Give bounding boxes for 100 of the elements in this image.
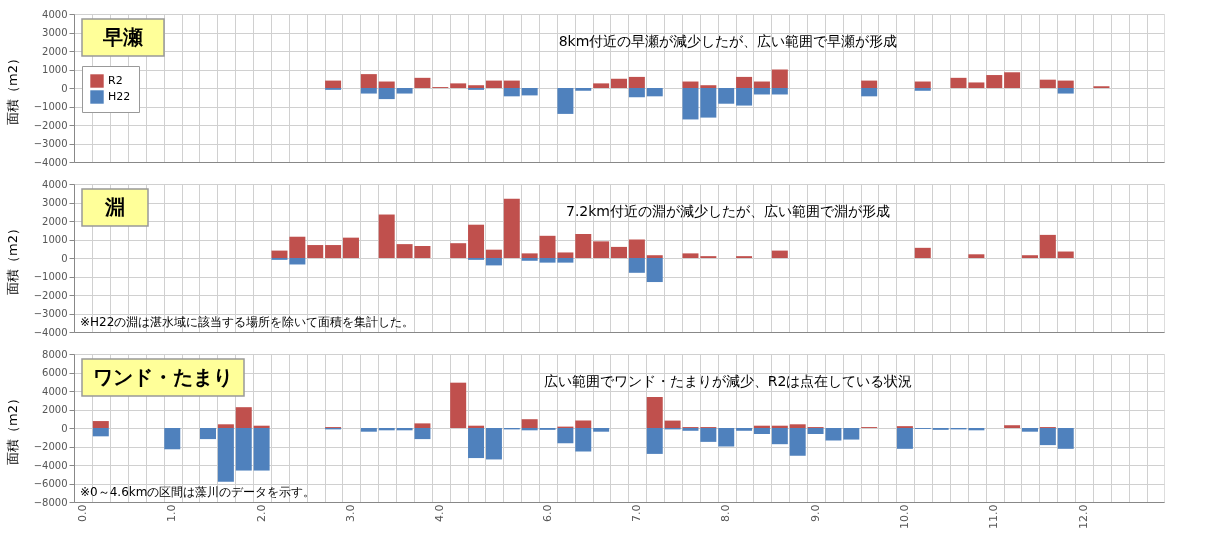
bar [485,428,502,460]
annotation: ※0～4.6kmの区間は藻川のデータを示す。 [80,485,316,499]
bar [646,255,663,258]
bar [325,245,342,258]
bar [593,83,610,88]
bar [235,407,252,428]
bar [611,78,627,88]
bar [789,428,806,456]
bar [92,428,109,437]
bar [736,88,753,106]
bar [843,428,860,440]
bar [700,88,717,118]
y-tick-label: −1000 [33,271,68,282]
x-tick-label: 9.0 [808,504,822,522]
bar [771,428,788,445]
y-tick-label: 0 [61,82,68,94]
bar [217,428,234,482]
bar [164,428,181,450]
x-tick-label: 6.0 [540,504,554,522]
bar [575,420,592,428]
bar [378,88,395,100]
bar [611,246,627,258]
bar [468,428,485,459]
bar [628,88,645,98]
bar [914,247,931,258]
bar [861,88,878,97]
bar [646,88,663,97]
y-tick-label: 4000 [42,178,68,190]
bar [914,81,931,88]
bar [1057,428,1074,449]
bar [753,428,770,435]
bar [325,80,342,88]
x-tick-label: 12.0 [1076,504,1090,529]
bar [503,88,520,97]
bar [485,258,502,266]
legend-label: R2 [108,74,123,87]
bar [289,236,306,258]
bar [861,80,878,88]
bar [718,88,735,104]
y-tick-label: −6000 [33,478,68,489]
bar [896,428,913,449]
x-tick-label: 1.0 [165,504,179,522]
bar [1004,425,1021,428]
x-tick-label: 10.0 [897,504,911,529]
y-tick-label: 2000 [42,215,68,227]
legend-label: H22 [108,90,131,103]
x-tick-label: 0.0 [75,504,89,522]
bar [986,75,1003,88]
y-tick-label: −4000 [33,156,68,168]
bar [575,428,592,452]
bar [450,243,467,258]
x-tick-label: 11.0 [987,504,1001,529]
bar [485,80,502,88]
bar [700,428,717,442]
bar [1057,80,1074,88]
bar [753,81,770,88]
text: 早瀬 [102,25,143,49]
bar [628,239,645,258]
bar [718,428,735,447]
x-tick-label: 2.0 [254,504,268,522]
bar [1021,428,1038,432]
annotation: 広い範囲でワンド・たまりが減少、R2は点在している状況 [543,373,913,389]
y-tick-label: −2000 [33,289,68,301]
bar [360,428,377,432]
x-tick-label: 7.0 [629,504,643,522]
bar [1021,255,1038,258]
bar [771,69,788,88]
bar [736,76,753,88]
bar [521,258,538,261]
bar [1057,88,1074,94]
bar [289,258,306,265]
y-axis-title: 面積（m2） [4,392,20,465]
bar [628,76,645,88]
y-tick-label: 3000 [42,197,68,208]
y-tick-label: 3000 [42,27,68,38]
bar [235,428,252,471]
bar [557,88,574,114]
bar [450,83,467,88]
bar [682,81,699,88]
bar [503,198,520,258]
x-tick-label: 8.0 [719,504,733,522]
bar [253,428,270,471]
y-axis-title: 面積（m2） [4,222,20,295]
bar [1004,72,1021,88]
bar [360,88,377,94]
y-tick-label: 1000 [42,64,68,75]
bar [646,258,663,283]
bar [771,88,788,95]
bar [646,428,663,454]
bar [378,81,395,88]
y-tick-label: 4000 [42,385,68,397]
y-tick-label: −2000 [33,441,68,452]
bar [682,253,699,258]
y-tick-label: −1000 [33,101,68,112]
bar [217,424,234,428]
bar [414,77,431,88]
bar [485,249,502,258]
y-tick-label: 2000 [42,404,68,415]
bar [575,233,592,258]
text: 淵 [104,195,125,219]
